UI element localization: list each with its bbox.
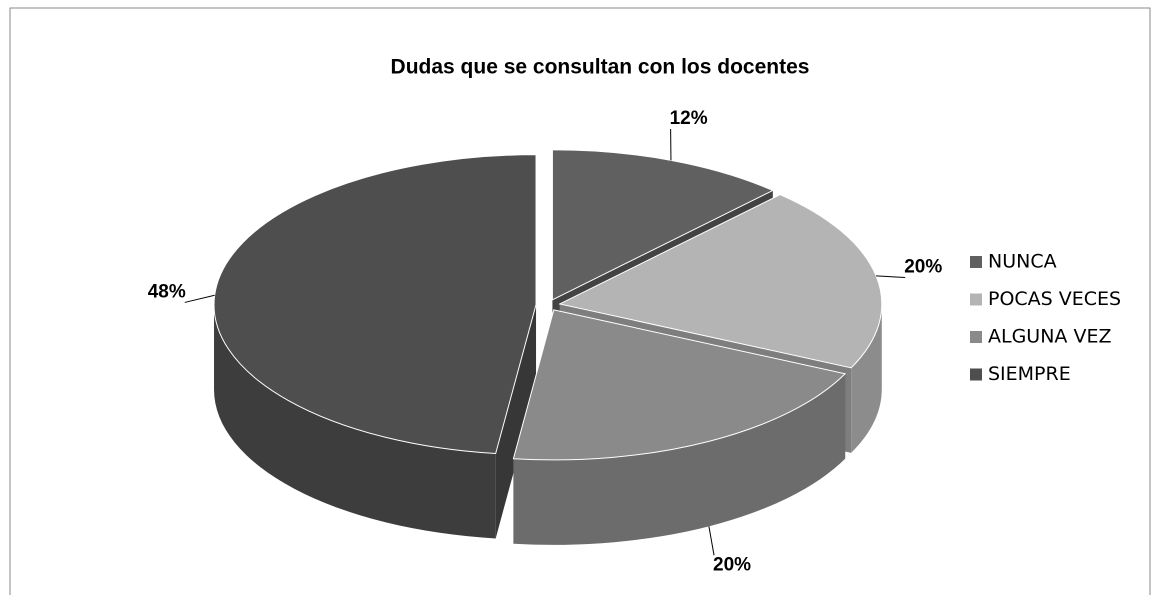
data-label: 20% [713,554,751,575]
chart-title: Dudas que se consultan con los docentes [391,56,810,79]
legend-label: SIEMPRE [988,363,1071,385]
legend-swatch [970,294,982,306]
legend-swatch [970,369,982,381]
data-label: 20% [904,257,942,278]
legend-swatch [970,331,982,343]
legend-label: POCAS VECES [988,288,1121,310]
legend-swatch [970,256,982,268]
legend-label: NUNCA [988,251,1057,273]
data-label: 12% [670,108,708,129]
data-label: 48% [148,281,186,302]
legend-label: ALGUNA VEZ [988,326,1111,348]
